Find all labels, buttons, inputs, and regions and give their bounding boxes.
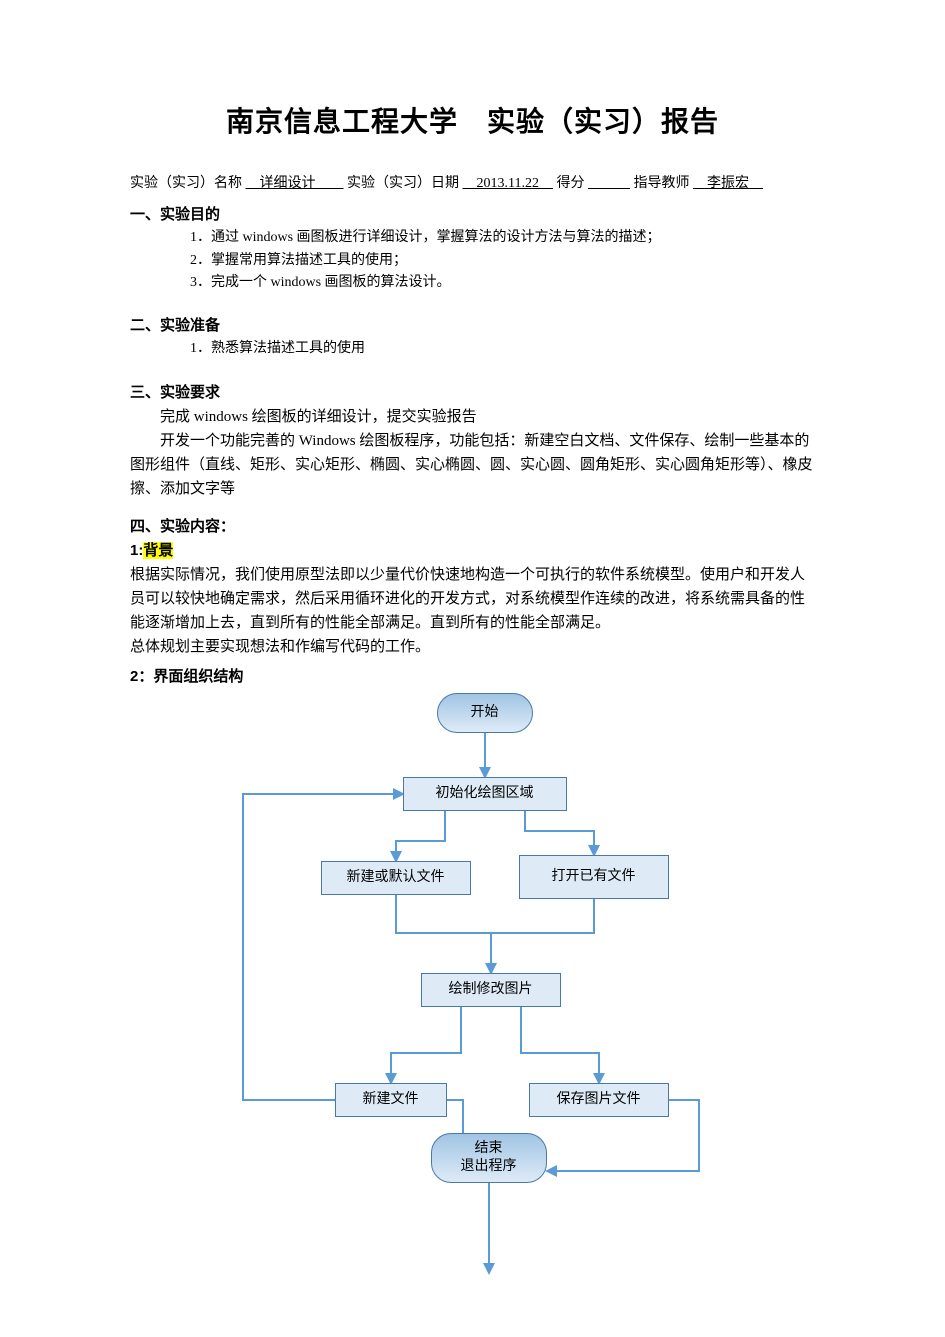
section-4-heading: 四、实验内容： xyxy=(130,515,815,539)
section-2-heading: 二、实验准备 xyxy=(130,314,815,338)
flowchart-node-newfile: 新建文件 xyxy=(335,1083,447,1117)
body-text: 完成 windows 绘图板的详细设计，提交实验报告 xyxy=(130,405,815,429)
flowchart-edge xyxy=(396,811,445,861)
flowchart-edge xyxy=(525,811,594,855)
meta-score-label: 得分 xyxy=(556,176,584,191)
meta-teacher-value: 李振宏 xyxy=(693,173,763,195)
sub1-highlight: 背景 xyxy=(143,542,173,559)
flowchart-edge xyxy=(243,794,403,1100)
sub1-label: 1: xyxy=(130,542,143,559)
flowchart-edge xyxy=(396,895,491,933)
flowchart-node-open: 打开已有文件 xyxy=(519,855,669,899)
flowchart-node-init: 初始化绘图区域 xyxy=(403,777,567,811)
meta-date-value: 2013.11.22 xyxy=(463,173,553,195)
body-text: 总体规划主要实现想法和作编写代码的工作。 xyxy=(130,635,815,659)
list-item: 3．完成一个 windows 画图板的算法设计。 xyxy=(130,272,815,294)
subsection-1-heading: 1:背景 xyxy=(130,539,815,563)
flowchart-edge xyxy=(447,1100,463,1133)
section-3-heading: 三、实验要求 xyxy=(130,381,815,405)
subsection-2-heading: 2：界面组织结构 xyxy=(130,665,815,689)
meta-name-label: 实验（实习）名称 xyxy=(130,176,242,191)
list-item: 1．熟悉算法描述工具的使用 xyxy=(130,338,815,360)
flowchart-node-draw: 绘制修改图片 xyxy=(421,973,561,1007)
flowchart-node-end: 结束 退出程序 xyxy=(431,1133,547,1183)
meta-name-value: 详细设计 xyxy=(246,173,344,195)
meta-line: 实验（实习）名称 详细设计 实验（实习）日期 2013.11.22 得分 指导教… xyxy=(130,173,815,195)
meta-teacher-label: 指导教师 xyxy=(633,176,689,191)
list-item: 2．掌握常用算法描述工具的使用； xyxy=(130,250,815,272)
page-title: 南京信息工程大学 实验（实习）报告 xyxy=(130,100,815,145)
flowchart-node-start: 开始 xyxy=(437,693,533,733)
flowchart-edge xyxy=(521,1007,599,1083)
section-1-heading: 一、实验目的 xyxy=(130,203,815,227)
flowchart-container: 开始初始化绘图区域新建或默认文件 打开已有文件绘制修改图片新建文件 保存图片文件结束… xyxy=(213,693,733,1283)
flowchart-node-new: 新建或默认文件 xyxy=(321,861,471,895)
body-text: 开发一个功能完善的 Windows 绘图板程序，功能包括：新建空白文档、文件保存… xyxy=(130,429,815,501)
list-item: 1．通过 windows 画图板进行详细设计，掌握算法的设计方法与算法的描述； xyxy=(130,227,815,249)
flowchart-edge xyxy=(391,1007,461,1083)
flowchart-edge xyxy=(491,899,594,933)
flowchart-node-save: 保存图片文件 xyxy=(529,1083,669,1117)
body-text: 根据实际情况，我们使用原型法即以少量代价快速地构造一个可执行的软件系统模型。使用… xyxy=(130,563,815,635)
meta-score-value xyxy=(588,173,630,195)
meta-date-label: 实验（实习）日期 xyxy=(347,176,459,191)
